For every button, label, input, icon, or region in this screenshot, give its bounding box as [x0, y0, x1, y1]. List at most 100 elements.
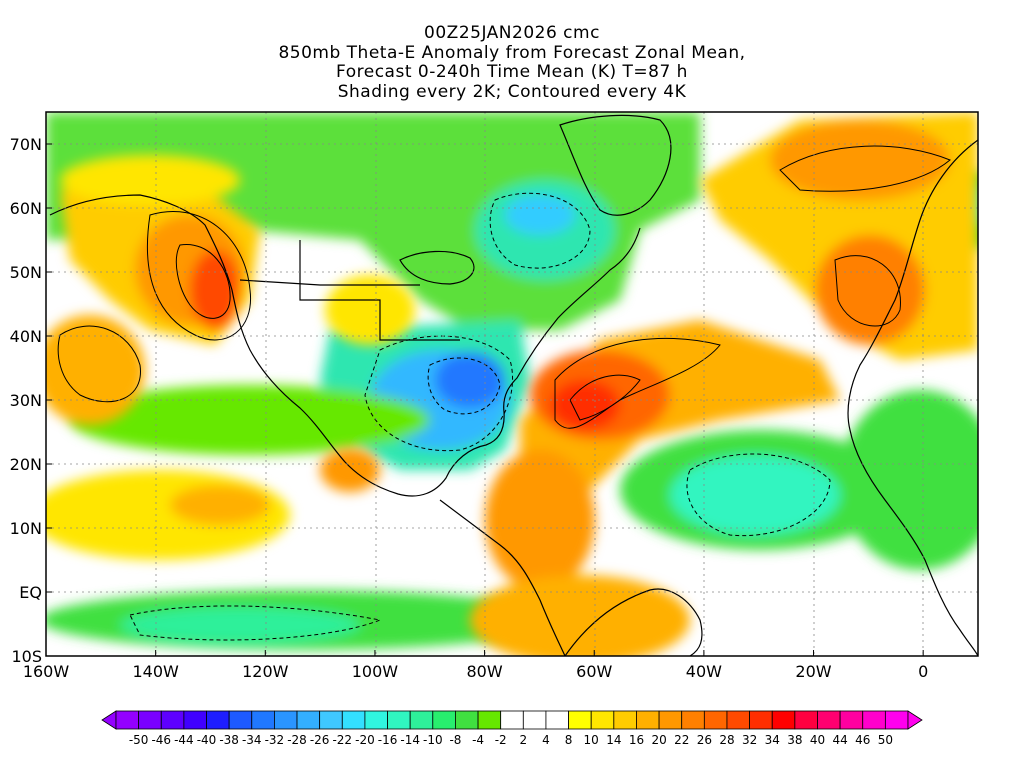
contour-eastern-us-cold [364, 335, 514, 452]
colorbar-swatch [273, 710, 298, 730]
colorbar-label: -22 [332, 733, 352, 747]
colorbar: -50 -46 -44 -40 -38 -34 -32 -28 -26 -22 -20 -16 -14-… [101, 710, 923, 747]
colorbar-swatch [522, 710, 547, 730]
quebec-cold-core [505, 195, 575, 235]
coastline-europe-africa [847, 139, 978, 656]
contour-quebec-cold [489, 192, 591, 269]
colorbar-label: -10 [423, 733, 443, 747]
colorbar-label: -2 [495, 733, 507, 747]
pacific-green-band [70, 385, 430, 455]
plot-subtitle: Forecast 0-240h Time Mean (K) T=87 h [336, 62, 688, 82]
graticule [46, 112, 978, 656]
colorbar-label: 4 [542, 733, 550, 747]
colorbar-label: -46 [151, 733, 171, 747]
colorbar-label: -28 [287, 733, 307, 747]
colorbar-swatch [726, 710, 751, 730]
colorbar-label: 34 [765, 733, 780, 747]
colorbar-label: 8 [565, 733, 573, 747]
caribbean-warm [485, 450, 595, 590]
colorbar-swatch [839, 710, 864, 730]
colorbar-label: 10 [584, 733, 599, 747]
colorbar-label: -34 [242, 733, 262, 747]
map-frame [45, 111, 979, 657]
colorbar-label: 50 [878, 733, 893, 747]
plot-title: 850mb Theta-E Anomaly from Forecast Zona… [278, 42, 746, 63]
colorbar-label: 2 [519, 733, 527, 747]
colorbar-swatch [636, 710, 660, 730]
contour-pacific-warm [146, 211, 252, 341]
colorbar-swatch [138, 710, 162, 730]
colorbar-swatch [568, 710, 592, 730]
lat-tick-label: 10N [10, 519, 42, 538]
contour-central-pacific [57, 325, 141, 403]
colorbar-swatch [319, 710, 343, 730]
equatorial-pacific-cool [120, 607, 360, 643]
colorbar-swatch [455, 710, 479, 730]
central-pacific-warm [46, 315, 145, 425]
colorbar-swatch [183, 710, 207, 730]
colorbar-swatch [432, 710, 456, 730]
lon-tick-label: 0 [918, 662, 928, 681]
colorbar-swatch [545, 710, 569, 730]
coastline-north-america [49, 194, 641, 497]
lat-tick-label: 40N [10, 327, 42, 346]
colorbar-label: -32 [265, 733, 285, 747]
colorbar-swatch [477, 710, 502, 730]
longitude-axis: 160W 140W 120W 100W 80W 60W 40W 20W 0 [23, 650, 928, 681]
contour-eastern-us-core [427, 357, 501, 415]
subtropical-pacific-orange [170, 485, 270, 525]
lat-tick-label: 20N [10, 455, 42, 474]
lat-tick-label: 50N [10, 263, 42, 282]
us-canada-border [239, 279, 420, 286]
lon-tick-label: 160W [23, 662, 70, 681]
coastline-hudson-bay [399, 250, 475, 285]
coastline-central-america [439, 499, 566, 656]
norwegian-sea-warm [770, 120, 950, 200]
colorbar-swatch [590, 710, 615, 730]
colorbar-swatch [228, 710, 253, 730]
colorbar-label: -50 [129, 733, 149, 747]
anomaly-contours [57, 145, 951, 429]
contour-norwegian-sea [779, 145, 951, 192]
lat-tick-label: 10S [11, 647, 42, 666]
colorbar-label: -4 [472, 733, 484, 747]
colorbar-label: 46 [855, 733, 870, 747]
colorbar-label: -40 [197, 733, 217, 747]
colorbar-swatch [703, 710, 728, 730]
coastlines [49, 114, 978, 656]
contour-europe [834, 255, 901, 327]
colorbar-label: -16 [378, 733, 398, 747]
colorbar-swatch [251, 710, 275, 730]
western-atlantic-core [550, 380, 620, 430]
colorbar-swatch [794, 710, 818, 730]
colorbar-swatch [115, 710, 140, 730]
lon-tick-label: 20W [795, 662, 831, 681]
colorbar-label: 16 [629, 733, 644, 747]
gulf-of-california-warm [320, 448, 380, 492]
colorbar-label: 44 [832, 733, 847, 747]
colorbar-label: 26 [697, 733, 712, 747]
alaska-yellow [60, 155, 240, 205]
lat-tick-label: 30N [10, 391, 42, 410]
colorbar-swatch [160, 710, 185, 730]
contour-atlantic-core [569, 374, 641, 421]
colorbar-label: 32 [742, 733, 757, 747]
colorbar-swatch [409, 710, 434, 730]
colorbar-swatch [884, 710, 909, 730]
colorbar-swatch [817, 710, 841, 730]
shading-note: Shading every 2K; Contoured every 4K [337, 81, 687, 102]
colorbar-label: 40 [810, 733, 825, 747]
contour-pacific-core [175, 244, 231, 319]
cold-contours [129, 192, 831, 641]
colorbar-min-arrow [101, 710, 117, 730]
colorbar-swatch [771, 710, 796, 730]
colorbar-label: 20 [651, 733, 666, 747]
colorbar-label: -26 [310, 733, 330, 747]
us-border-segment [299, 240, 460, 341]
colorbar-label: 14 [606, 733, 621, 747]
colorbar-label: 38 [787, 733, 802, 747]
lat-tick-label: 70N [10, 135, 42, 154]
colorbar-max-arrow [907, 710, 923, 730]
colorbar-label: 28 [719, 733, 734, 747]
